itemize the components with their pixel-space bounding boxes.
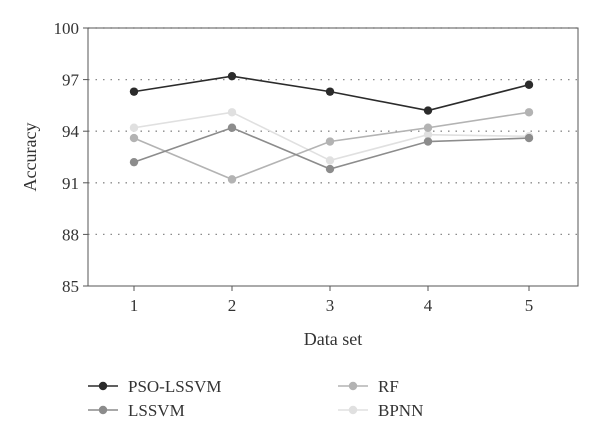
data-point — [423, 123, 433, 132]
y-tick-label: 85 — [62, 277, 79, 296]
data-point — [524, 80, 534, 89]
data-point — [227, 123, 237, 132]
data-point — [325, 164, 335, 174]
series-pso-lssvm — [129, 71, 534, 115]
plot-area-frame — [87, 27, 579, 287]
x-axis-title: Data set — [304, 329, 362, 349]
data-point — [325, 87, 335, 96]
legend-marker — [98, 381, 108, 391]
x-tick-label: 3 — [326, 296, 335, 315]
y-axis-title: Accuracy — [20, 123, 40, 192]
data-point — [325, 137, 335, 146]
legend-label: RF — [378, 377, 399, 396]
data-point — [325, 156, 335, 165]
data-point — [227, 71, 237, 81]
legend: PSO-LSSVM LSSVM RF BPNN — [88, 377, 423, 420]
series-lssvm — [129, 123, 534, 174]
data-point — [227, 175, 237, 184]
data-point — [423, 130, 433, 139]
data-point — [129, 157, 139, 167]
legend-item-lssvm: LSSVM — [88, 401, 185, 420]
y-tick-label: 94 — [62, 122, 80, 141]
y-tick-label: 91 — [62, 174, 79, 193]
legend-label: PSO-LSSVM — [128, 377, 222, 396]
series-rf — [129, 108, 534, 184]
y-tick-label: 97 — [62, 71, 80, 90]
legend-marker — [98, 405, 108, 415]
legend-label: BPNN — [378, 401, 423, 420]
data-point — [129, 123, 139, 132]
data-point — [227, 108, 237, 117]
legend-item-bpnn: BPNN — [338, 401, 423, 420]
x-tick-label: 2 — [228, 296, 237, 315]
legend-marker — [348, 381, 358, 391]
legend-item-pso-lssvm: PSO-LSSVM — [88, 377, 222, 396]
grid-lines — [88, 27, 578, 236]
data-point — [129, 87, 139, 96]
data-point — [524, 133, 534, 143]
data-point — [423, 137, 433, 146]
x-axis-ticks: 1 2 3 4 5 — [130, 286, 534, 315]
series-line — [133, 111, 530, 162]
y-tick-label: 88 — [62, 225, 79, 244]
series-lines — [129, 71, 534, 184]
series-bpnn — [129, 108, 534, 165]
data-point — [129, 133, 139, 143]
legend-label: LSSVM — [128, 401, 185, 420]
y-tick-label: 100 — [54, 19, 80, 38]
legend-marker — [348, 405, 358, 415]
data-point — [524, 108, 534, 117]
data-point — [423, 106, 433, 115]
y-axis-ticks: 85 88 91 94 97 100 — [54, 19, 88, 296]
legend-item-rf: RF — [338, 377, 399, 396]
x-tick-label: 5 — [525, 296, 534, 315]
x-tick-label: 1 — [130, 296, 139, 315]
x-tick-label: 4 — [424, 296, 433, 315]
